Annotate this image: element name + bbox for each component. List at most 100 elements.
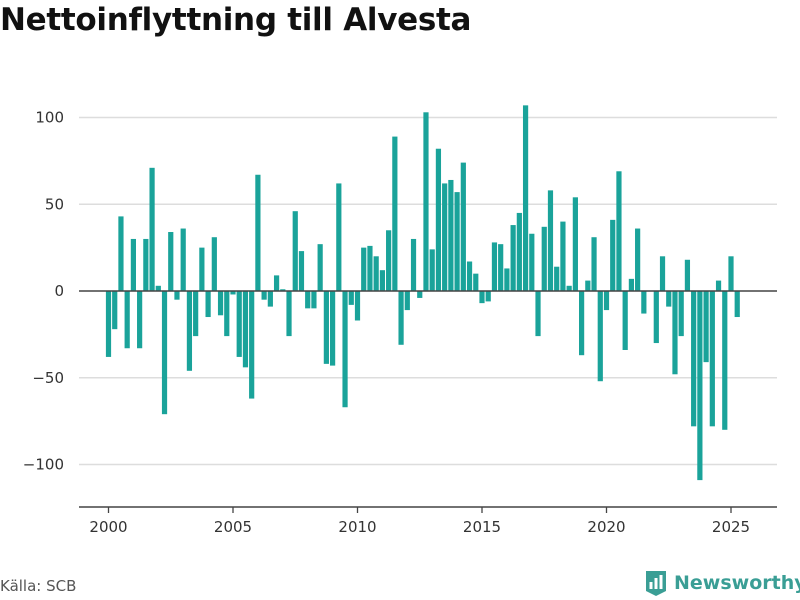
bar [734,291,740,318]
bar [454,192,460,291]
bar [205,291,211,318]
bar [298,251,305,291]
bar [579,291,585,356]
bar [161,291,168,415]
bar [728,256,734,291]
x-tick-label: 2025 [712,518,750,536]
bar [691,291,697,427]
bar [591,237,597,291]
bar [653,291,659,344]
bar [354,291,361,321]
bar [267,291,273,307]
bar [473,273,479,291]
bar [622,291,628,350]
x-axis-ticks: 2000 2005 2010 2015 2020 2025 [89,507,750,536]
x-tick-label: 2020 [587,518,625,536]
bar [566,285,572,291]
bar [722,291,728,430]
bar [317,244,323,291]
bar [429,249,435,291]
bar [610,219,616,291]
bar [379,270,385,291]
bar [678,291,684,337]
bar [323,291,329,364]
bar [410,238,417,291]
bar [535,291,541,337]
bar [466,261,473,291]
bar [180,228,186,291]
bar [336,183,342,291]
bar [715,280,722,291]
bar [510,225,516,291]
bar [155,285,161,291]
bars [105,105,740,481]
y-tick-label: 0 [54,282,64,300]
x-tick-label: 2005 [214,518,252,536]
bar [311,291,317,309]
x-tick-label: 2010 [338,518,376,536]
source-label: Källa: SCB [0,577,77,595]
bar [242,291,249,368]
bar [124,291,130,349]
y-tick-label: −50 [32,369,64,387]
bar [280,289,286,291]
x-tick-label: 2000 [89,518,127,536]
bar [186,291,193,371]
bar [398,291,404,345]
bar [236,291,242,357]
bar [137,291,143,349]
bar [392,136,398,291]
bar [193,291,199,337]
y-tick-label: 100 [35,109,64,127]
bar [149,167,155,291]
bar [373,256,379,291]
brand-logo[interactable]: Newsworthy [644,569,800,597]
bar [684,259,691,291]
bar [448,179,454,291]
bar [603,291,610,311]
bar [435,148,442,291]
bar [255,174,261,291]
bar [249,291,255,399]
bar [485,291,491,302]
bar [118,216,124,291]
bar [641,291,647,314]
bar [460,162,466,291]
bar [130,238,136,291]
bar [697,291,703,481]
bar [547,190,554,291]
bar [628,278,634,291]
bar [672,291,678,375]
bar [342,291,348,408]
bar [211,237,217,291]
bar [273,275,280,291]
bar [404,291,410,311]
bar [174,291,180,300]
bar [522,105,529,291]
bar [666,291,672,307]
brand-name: Newsworthy [674,572,800,594]
bar [224,291,230,337]
bar [199,247,205,291]
bar [616,171,622,291]
bar [491,242,498,291]
y-tick-label: −100 [23,456,64,474]
bar [292,211,298,291]
bar [516,212,522,291]
bar [168,232,174,291]
bar [554,266,560,291]
bar [703,291,709,363]
bar [230,291,236,295]
bar [572,197,578,291]
bar [659,256,666,291]
bar [330,291,336,366]
bar [348,291,354,305]
bar [541,226,547,291]
bar [261,291,267,300]
x-tick-label: 2015 [463,518,501,536]
bar [529,233,535,291]
bar [560,221,566,291]
bar [442,183,448,291]
bar [112,291,118,330]
bar [286,291,292,337]
